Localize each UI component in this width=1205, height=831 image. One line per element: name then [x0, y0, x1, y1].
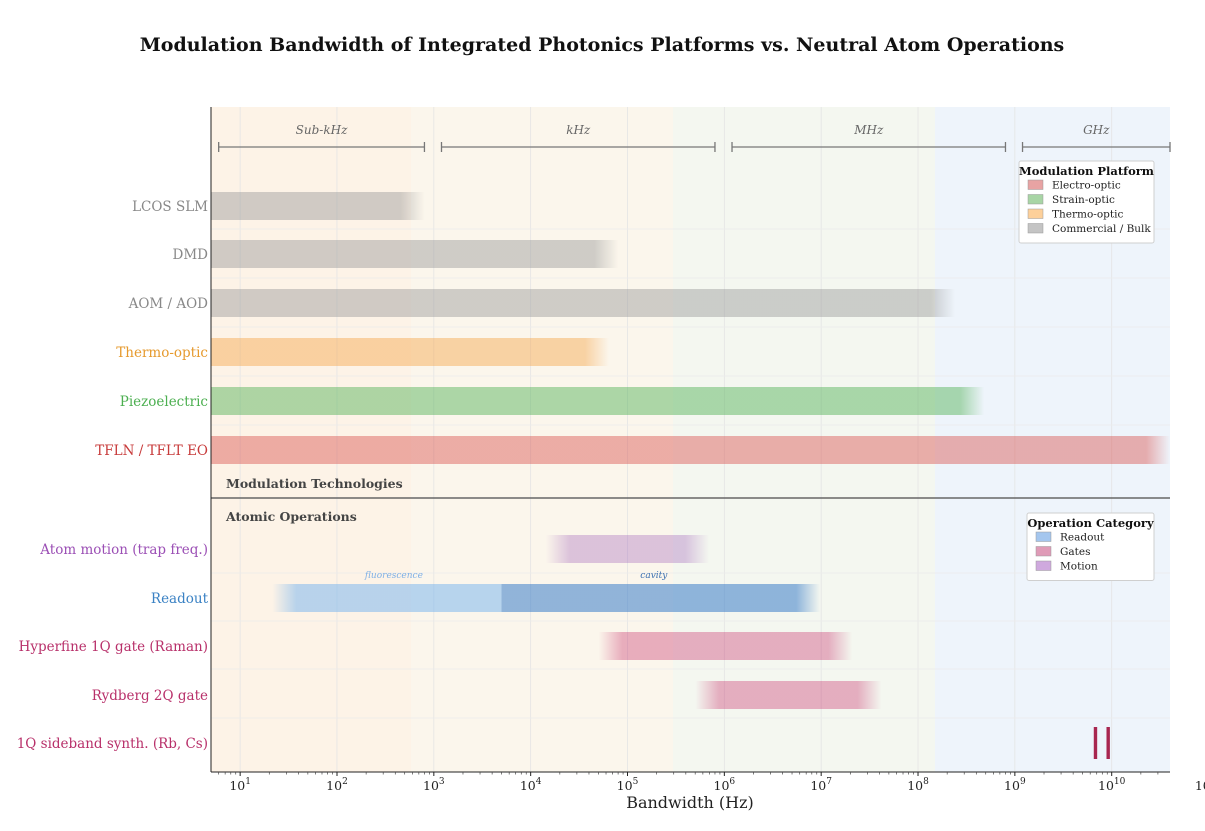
- bar-atom-motion-trap-freq: [545, 535, 710, 563]
- legend-item-commercial-bulk: Commercial / Bulk: [1052, 223, 1151, 235]
- bar-readout-fluorescence: [272, 584, 502, 612]
- row-label-dmd: DMD: [173, 247, 209, 263]
- legend-item-motion: Motion: [1060, 561, 1098, 573]
- bar-thermo-optic: [211, 338, 609, 366]
- row-label-atom-motion-trap-freq: Atom motion (trap freq.): [39, 542, 208, 558]
- legends: Modulation Platform Electro-optic Strain-o…: [1018, 160, 1155, 581]
- x-tick-label: 1010: [1098, 777, 1126, 793]
- x-tick-label: 103: [423, 777, 445, 793]
- row-label-thermo-optic: Thermo-optic: [116, 345, 208, 361]
- x-tick-label: 102: [326, 777, 348, 793]
- legend-item-gates: Gates: [1060, 546, 1090, 558]
- legend-swatch-readout: [1035, 531, 1052, 542]
- annotation-fluorescence: fluorescence: [364, 571, 423, 581]
- legend-item-strain-optic: Strain-optic: [1052, 194, 1115, 206]
- annotation-cavity: cavity: [640, 571, 668, 581]
- section-label-atomic-operations: Atomic Operations: [225, 509, 357, 524]
- bar-lcos-slm: [211, 192, 425, 220]
- bar-rydberg-2q-gate: [695, 681, 882, 709]
- legend-swatch-electro-optic: [1027, 179, 1044, 190]
- legend-item-readout: Readout: [1060, 532, 1105, 544]
- legend-operation-category-box: [1026, 512, 1155, 581]
- legend-swatch-strain-optic: [1027, 194, 1044, 205]
- legend-swatch-thermo-optic: [1027, 208, 1044, 219]
- band-label-ghz: GHz: [1083, 123, 1110, 137]
- marker-1q-sideband-synth-rb-cs-0: [1093, 727, 1098, 759]
- bars: [211, 192, 1170, 759]
- row-label-lcos-slm: LCOS SLM: [132, 199, 208, 215]
- legend-item-electro-optic: Electro-optic: [1052, 180, 1121, 192]
- section-label-modulation-technologies: Modulation Technologies: [226, 476, 403, 491]
- bar-dmd: [211, 240, 619, 268]
- row-label-rydberg-2q-gate: Rydberg 2Q gate: [92, 688, 208, 704]
- chart-title: Modulation Bandwidth of Integrated Photo…: [140, 34, 1065, 56]
- x-tick-label: 108: [907, 777, 929, 793]
- legend-modulation-platform-box: [1018, 160, 1155, 244]
- x-tick-label: 105: [617, 777, 639, 793]
- row-label-readout: Readout: [151, 591, 209, 607]
- labels: Sub-kHz kHz MHz GHz LCOS SLM DMD AOM / AOD Ther…: [17, 123, 1171, 752]
- legend-swatch-motion: [1035, 560, 1052, 571]
- row-label-tfln-tflt-eo: TFLN / TFLT EO: [95, 443, 208, 459]
- legend-swatch-commercial-bulk: [1027, 223, 1044, 234]
- x-tick-label: 106: [714, 777, 736, 793]
- bar-hyperfine-1q-gate-raman: [598, 632, 853, 660]
- bar-aom-aod: [211, 289, 956, 317]
- legend-item-thermo-optic: Thermo-optic: [1052, 209, 1123, 221]
- bar-piezoelectric: [211, 387, 985, 415]
- row-label-hyperfine-1q-gate-raman: Hyperfine 1Q gate (Raman): [19, 639, 208, 655]
- x-tick-label: 101: [229, 777, 251, 793]
- x-axis-label: Bandwidth (Hz): [626, 793, 754, 812]
- row-label-aom-aod: AOM / AOD: [128, 296, 209, 312]
- x-tick-label: 107: [810, 777, 832, 793]
- bar-readout-cavity: [501, 584, 821, 612]
- x-tick-label: 104: [520, 777, 542, 793]
- row-label-1q-sideband-synth-rb-cs: 1Q sideband synth. (Rb, Cs): [17, 736, 208, 752]
- marker-1q-sideband-synth-rb-cs-1: [1106, 727, 1110, 759]
- band-label-sub-khz: Sub-kHz: [296, 123, 348, 137]
- bar-tfln-tflt-eo: [211, 436, 1170, 464]
- legend-operation-category-title: Operation Category: [1027, 516, 1154, 530]
- band-label-khz: kHz: [566, 123, 591, 137]
- legend-swatch-gates: [1035, 546, 1052, 557]
- row-label-piezoelectric: Piezoelectric: [120, 394, 208, 410]
- legend-modulation-platform-title: Modulation Platform: [1019, 164, 1154, 178]
- x-tick-label: 109: [1004, 777, 1026, 793]
- band-label-mhz: MHz: [853, 123, 884, 137]
